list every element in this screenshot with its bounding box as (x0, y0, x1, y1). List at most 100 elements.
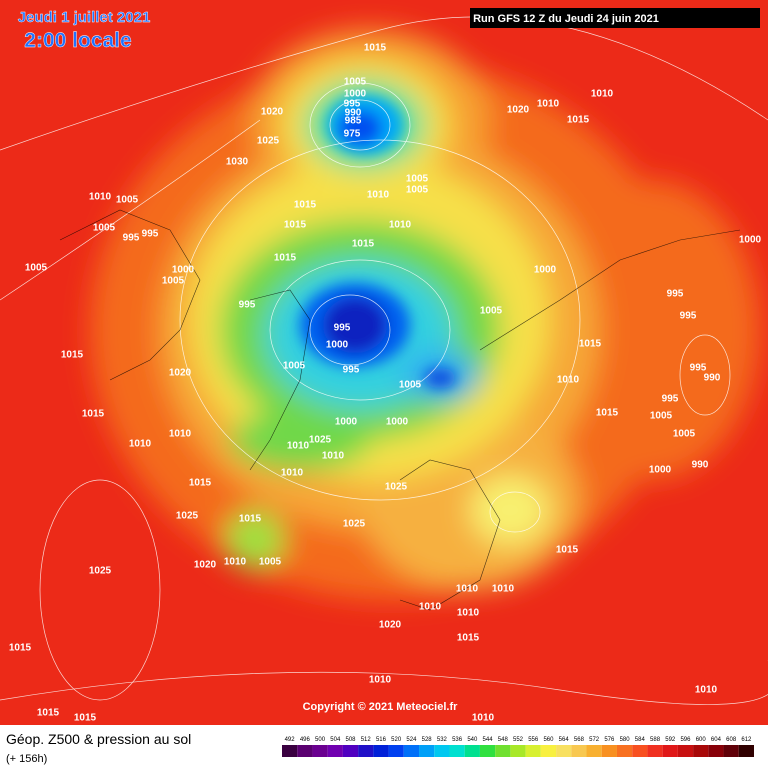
scale-swatch (479, 745, 496, 757)
isobar-label: 1010 (322, 451, 345, 462)
scale-swatch (662, 745, 678, 757)
isobar-label: 995 (662, 394, 679, 405)
isobar-label: 1005 (673, 429, 696, 440)
footer-lead: (+ 156h) (6, 753, 47, 765)
isobar-label: 1005 (116, 195, 139, 206)
isobar-label: 1005 (25, 263, 48, 274)
scale-swatch (632, 745, 648, 757)
isobar-label: 995 (680, 311, 697, 322)
isobar-label: 1005 (406, 174, 429, 185)
scale-label: 532 (437, 737, 448, 743)
scale-label: 556 (528, 737, 539, 743)
scale-label: 552 (513, 737, 524, 743)
isobar-label: 1010 (557, 375, 580, 386)
scale-label: 560 (543, 737, 554, 743)
isobar-label: 1010 (224, 557, 247, 568)
isobar-label: 995 (239, 300, 256, 311)
scale-label: 568 (574, 737, 585, 743)
scale-swatch (723, 745, 739, 757)
isobar-label: 1025 (89, 566, 112, 577)
scale-label: 592 (665, 737, 676, 743)
scale-label: 544 (483, 737, 494, 743)
scale-swatch (464, 745, 480, 757)
height-field (0, 0, 768, 725)
isobar-label: 1005 (650, 411, 673, 422)
scale-label: 536 (452, 737, 463, 743)
isobar-label: 1015 (596, 408, 619, 419)
scale-label: 500 (315, 737, 326, 743)
scale-label: 584 (635, 737, 646, 743)
isobar-label: 1005 (344, 77, 367, 88)
scale-swatch (282, 745, 298, 757)
scale-label: 588 (650, 737, 661, 743)
isobar-label: 1020 (169, 368, 192, 379)
isobar-label: 1015 (457, 633, 480, 644)
isobar-label: 1010 (287, 441, 310, 452)
map-date: Jeudi 1 juillet 2021 (18, 9, 151, 26)
scale-swatch (571, 745, 587, 757)
isobar-label: 1015 (567, 115, 590, 126)
isobar-label: 1015 (274, 253, 297, 264)
isobar-label: 1010 (369, 675, 392, 686)
isobar-label: 1000 (739, 235, 762, 246)
isobar-label: 1015 (294, 200, 317, 211)
isobar-label: 1015 (239, 514, 262, 525)
isobar-label: 990 (692, 460, 709, 471)
isobar-label: 1015 (74, 713, 97, 724)
scale-label: 612 (741, 737, 752, 743)
scale-label: 580 (620, 737, 631, 743)
scale-swatch (525, 745, 541, 757)
scale-swatch (342, 745, 359, 757)
isobar-label: 990 (704, 373, 721, 384)
scale-label: 512 (361, 737, 372, 743)
run-box (470, 8, 760, 28)
isobar-label: 1015 (82, 409, 105, 420)
isobar-label: 995 (334, 323, 351, 334)
isobar-label: 1010 (492, 584, 515, 595)
isobar-label: 1010 (367, 190, 390, 201)
isobar-label: 1020 (194, 560, 217, 571)
scale-swatch (327, 745, 343, 757)
isobar-label: 1010 (389, 220, 412, 231)
copyright: Copyright © 2021 Meteociel.fr (303, 701, 459, 713)
scale-swatch (312, 745, 328, 757)
scale-swatch (403, 745, 420, 757)
isobar-label: 1025 (257, 136, 280, 147)
isobar-label: 1025 (385, 482, 408, 493)
isobar-label: 975 (344, 129, 361, 140)
isobar-label: 1025 (309, 435, 332, 446)
isobar-label: 1010 (169, 429, 192, 440)
isobar-label: 1010 (419, 602, 442, 613)
scale-label: 572 (589, 737, 600, 743)
scale-swatch (708, 745, 724, 757)
isobar-label: 1015 (189, 478, 212, 489)
isobar-label: 1010 (695, 685, 718, 696)
scale-swatch (297, 745, 313, 757)
isobar-label: 1000 (386, 417, 409, 428)
isobar-label: 995 (344, 99, 361, 110)
scale-label: 596 (680, 737, 691, 743)
isobar-label: 1000 (649, 465, 672, 476)
scale-swatch (601, 745, 617, 757)
scale-label: 496 (300, 737, 311, 743)
scale-swatch (540, 745, 557, 757)
scale-label: 576 (604, 737, 615, 743)
isobar-label: 995 (343, 365, 360, 376)
isobar-label: 1010 (591, 89, 614, 100)
isobar-label: 1015 (284, 220, 307, 231)
scale-swatch (434, 745, 450, 757)
isobar-label: 1010 (456, 584, 479, 595)
isobar-label: 1020 (261, 107, 284, 118)
scale-swatch (419, 745, 435, 757)
map-time: 2:00 locale (24, 29, 131, 52)
scale-swatch (449, 745, 465, 757)
isobar-label: 1000 (335, 417, 358, 428)
scale-label: 524 (406, 737, 417, 743)
scale-label: 516 (376, 737, 387, 743)
isobar-label: 990 (345, 108, 362, 119)
isobar-label: 1020 (507, 105, 530, 116)
scale-label: 600 (696, 737, 707, 743)
isobar-label: 1005 (399, 380, 422, 391)
scale-label: 548 (498, 737, 509, 743)
isobar-label: 1005 (283, 361, 306, 372)
